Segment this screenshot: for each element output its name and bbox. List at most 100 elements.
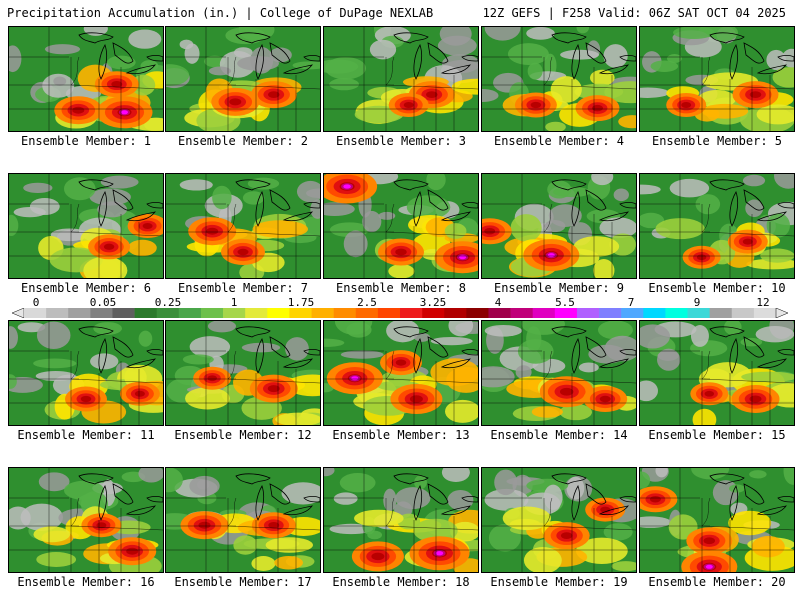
precip-field	[166, 321, 320, 425]
member-map-13	[323, 320, 479, 426]
member-map-15	[639, 320, 795, 426]
member-caption-3: Ensemble Member: 3	[335, 134, 467, 148]
colorbar-tick-label: 3.25	[419, 296, 447, 309]
colorbar-swatch	[200, 308, 224, 318]
colorbar-swatch	[554, 308, 578, 318]
member-caption-11: Ensemble Member: 11	[17, 428, 155, 442]
chart-title: Precipitation Accumulation (in.) | Colle…	[7, 6, 434, 20]
precip-field	[9, 321, 163, 425]
colorbar-swatch	[687, 308, 710, 318]
colorbar-swatch	[134, 308, 158, 318]
colorbar-swatch	[267, 308, 290, 318]
member-caption-5: Ensemble Member: 5	[651, 134, 783, 148]
colorbar-swatch	[112, 308, 135, 318]
colorbar-swatch	[532, 308, 556, 318]
member-caption-2: Ensemble Member: 2	[177, 134, 309, 148]
member-map-19	[481, 467, 637, 573]
colorbar-swatch	[90, 308, 113, 318]
precip-field	[640, 321, 794, 425]
colorbar-tick-label: 1.75	[287, 296, 315, 309]
colorbar-tick-label: 0	[32, 296, 40, 309]
colorbar-swatch	[24, 308, 47, 318]
colorbar-tick-label: 0.05	[89, 296, 117, 309]
member-caption-15: Ensemble Member: 15	[648, 428, 786, 442]
colorbar-swatch	[665, 308, 688, 318]
precip-field	[482, 468, 636, 572]
colorbar-swatch	[753, 308, 777, 318]
colorbar-tick-label: 12	[756, 296, 770, 309]
precip-field	[166, 174, 320, 278]
colorbar-swatch	[621, 308, 644, 318]
member-map-1	[8, 26, 164, 132]
member-caption-19: Ensemble Member: 19	[490, 575, 628, 589]
run-valid-time: 12Z GEFS | F258 Valid: 06Z SAT OCT 04 20…	[482, 6, 786, 20]
member-map-10	[639, 173, 795, 279]
precip-field	[166, 468, 320, 572]
member-map-11	[8, 320, 164, 426]
colorbar-swatch	[643, 308, 666, 318]
member-map-2	[165, 26, 321, 132]
member-map-7	[165, 173, 321, 279]
colorbar-swatch	[68, 308, 91, 318]
colorbar-tick-label: 9	[693, 296, 701, 309]
precip-field	[9, 27, 163, 131]
member-map-16	[8, 467, 164, 573]
precip-field	[640, 27, 794, 131]
member-map-8	[323, 173, 479, 279]
colorbar-swatch	[245, 308, 268, 318]
precip-field	[9, 174, 163, 278]
precip-field	[640, 174, 794, 278]
precip-field	[324, 321, 478, 425]
colorbar-tick-label: 5.5	[555, 296, 575, 309]
member-caption-9: Ensemble Member: 9	[493, 281, 625, 295]
precip-field	[482, 321, 636, 425]
colorbar-swatch	[422, 308, 445, 318]
member-caption-12: Ensemble Member: 12	[174, 428, 312, 442]
colorbar-swatch	[709, 308, 733, 318]
colorbar-swatch	[488, 308, 511, 318]
member-map-18	[323, 467, 479, 573]
member-caption-13: Ensemble Member: 13	[332, 428, 470, 442]
member-map-12	[165, 320, 321, 426]
colorbar-swatch	[156, 308, 180, 318]
member-caption-20: Ensemble Member: 20	[648, 575, 786, 589]
member-caption-1: Ensemble Member: 1	[20, 134, 152, 148]
colorbar-swatch	[46, 308, 69, 318]
precip-field	[324, 174, 478, 278]
member-caption-10: Ensemble Member: 10	[648, 281, 786, 295]
colorbar-tick-label: 4	[494, 296, 502, 309]
member-caption-17: Ensemble Member: 17	[174, 575, 312, 589]
colorbar-swatch	[400, 308, 423, 318]
member-map-9	[481, 173, 637, 279]
colorbar-swatch	[223, 308, 246, 318]
colorbar-swatch	[289, 308, 312, 318]
colorbar-swatch	[599, 308, 622, 318]
member-map-4	[481, 26, 637, 132]
colorbar-swatch	[576, 308, 600, 318]
precip-field	[166, 27, 320, 131]
colorbar-swatch	[731, 308, 755, 318]
colorbar-tick-label: 2.5	[357, 296, 377, 309]
colorbar-max-arrow	[775, 308, 788, 318]
colorbar-swatch	[510, 308, 534, 318]
colorbar	[12, 308, 788, 318]
colorbar-swatch	[377, 308, 401, 318]
colorbar-tick-label: 0.25	[154, 296, 182, 309]
colorbar-min-arrow	[12, 308, 25, 318]
member-caption-4: Ensemble Member: 4	[493, 134, 625, 148]
precip-field	[324, 27, 478, 131]
member-caption-16: Ensemble Member: 16	[17, 575, 155, 589]
precip-field	[9, 468, 163, 572]
member-caption-18: Ensemble Member: 18	[332, 575, 470, 589]
member-caption-8: Ensemble Member: 8	[335, 281, 467, 295]
member-map-14	[481, 320, 637, 426]
precip-field	[482, 27, 636, 131]
member-caption-7: Ensemble Member: 7	[177, 281, 309, 295]
member-map-5	[639, 26, 795, 132]
precip-field	[640, 468, 794, 572]
colorbar-swatch	[466, 308, 489, 318]
member-map-20	[639, 467, 795, 573]
colorbar-tick-label: 1	[230, 296, 238, 309]
colorbar-tick-label: 7	[627, 296, 635, 309]
member-caption-6: Ensemble Member: 6	[20, 281, 152, 295]
